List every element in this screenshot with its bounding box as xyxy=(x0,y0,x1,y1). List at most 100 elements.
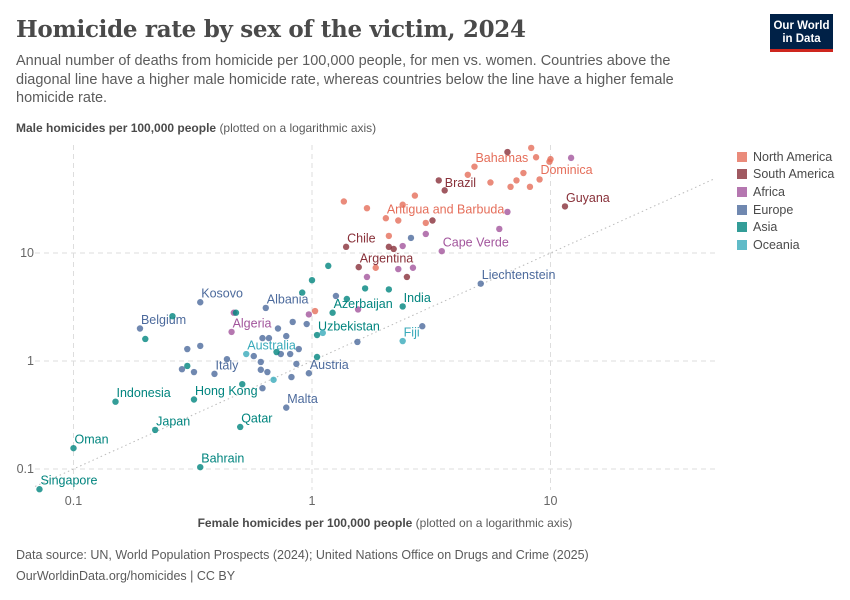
data-point[interactable] xyxy=(361,285,369,292)
data-point[interactable] xyxy=(36,486,43,493)
data-point[interactable] xyxy=(329,309,336,316)
data-point[interactable] xyxy=(567,154,575,162)
data-point[interactable] xyxy=(504,148,511,156)
data-point[interactable] xyxy=(422,230,429,238)
data-point[interactable] xyxy=(385,232,393,240)
data-point[interactable] xyxy=(528,144,535,152)
data-point[interactable] xyxy=(382,215,390,222)
data-point[interactable] xyxy=(385,286,393,293)
data-point[interactable] xyxy=(259,334,266,342)
data-point[interactable] xyxy=(311,307,319,315)
data-point[interactable] xyxy=(464,171,471,178)
data-point[interactable] xyxy=(211,370,218,378)
data-point[interactable] xyxy=(274,325,282,332)
legend-item[interactable]: Africa xyxy=(737,183,834,201)
data-point[interactable] xyxy=(340,198,348,205)
data-point[interactable] xyxy=(496,225,503,233)
data-point[interactable] xyxy=(354,306,362,313)
data-point[interactable] xyxy=(197,342,204,350)
data-point[interactable] xyxy=(299,289,306,296)
data-point[interactable] xyxy=(288,373,295,381)
data-point[interactable] xyxy=(250,352,257,360)
data-point[interactable] xyxy=(243,350,250,358)
data-point[interactable] xyxy=(169,312,176,320)
data-point[interactable] xyxy=(399,201,406,208)
legend-item[interactable]: South America xyxy=(737,166,834,184)
data-point[interactable] xyxy=(259,384,266,392)
data-point[interactable] xyxy=(308,276,316,284)
data-point[interactable] xyxy=(441,187,448,194)
data-point[interactable] xyxy=(363,273,371,281)
data-point[interactable] xyxy=(561,203,569,210)
data-point[interactable] xyxy=(409,264,417,271)
data-point[interactable] xyxy=(372,264,379,271)
data-point[interactable] xyxy=(190,396,198,403)
data-point[interactable] xyxy=(342,243,350,251)
data-point[interactable] xyxy=(343,295,351,303)
data-point[interactable] xyxy=(504,208,511,216)
data-point[interactable] xyxy=(228,328,235,336)
data-point[interactable] xyxy=(70,444,77,452)
data-point[interactable] xyxy=(536,176,543,183)
data-point[interactable] xyxy=(399,337,406,345)
data-point[interactable] xyxy=(262,304,269,312)
data-point[interactable] xyxy=(325,262,332,270)
data-point[interactable] xyxy=(477,280,484,287)
data-point[interactable] xyxy=(264,368,271,376)
data-point[interactable] xyxy=(438,247,445,255)
data-point[interactable] xyxy=(283,332,290,340)
data-point[interactable] xyxy=(273,348,280,356)
data-point[interactable] xyxy=(507,183,514,191)
data-point[interactable] xyxy=(190,368,198,376)
data-point[interactable] xyxy=(303,320,310,328)
data-point[interactable] xyxy=(237,423,244,431)
legend-item[interactable]: North America xyxy=(737,148,834,166)
data-point[interactable] xyxy=(355,263,362,271)
data-point[interactable] xyxy=(435,177,442,184)
data-point[interactable] xyxy=(532,154,540,161)
data-point[interactable] xyxy=(197,463,204,471)
footer-link[interactable]: OurWorldinData.org/homicides | CC BY xyxy=(16,569,236,583)
data-point[interactable] xyxy=(385,243,393,251)
data-point[interactable] xyxy=(395,265,402,273)
data-point[interactable] xyxy=(270,376,277,383)
data-point[interactable] xyxy=(305,370,313,377)
data-point[interactable] xyxy=(295,345,302,353)
data-point[interactable] xyxy=(232,309,240,316)
data-point[interactable] xyxy=(403,273,411,281)
data-point[interactable] xyxy=(526,183,534,191)
data-point[interactable] xyxy=(513,177,520,184)
data-point[interactable] xyxy=(289,318,296,326)
data-point[interactable] xyxy=(112,398,119,405)
data-point[interactable] xyxy=(184,362,191,370)
data-point[interactable] xyxy=(390,245,397,253)
data-point[interactable] xyxy=(354,338,361,346)
data-point[interactable] xyxy=(283,404,290,411)
legend-item[interactable]: Asia xyxy=(737,218,834,236)
legend-item[interactable]: Europe xyxy=(737,201,834,219)
data-point[interactable] xyxy=(429,217,436,224)
data-point[interactable] xyxy=(363,204,371,212)
data-point[interactable] xyxy=(547,155,554,163)
data-point[interactable] xyxy=(178,365,186,373)
data-point[interactable] xyxy=(293,360,300,368)
data-point[interactable] xyxy=(257,358,265,366)
data-point[interactable] xyxy=(313,331,321,339)
data-point[interactable] xyxy=(399,303,406,310)
data-point[interactable] xyxy=(411,192,419,199)
data-point[interactable] xyxy=(142,335,149,343)
data-point[interactable] xyxy=(520,169,527,177)
data-point[interactable] xyxy=(184,345,191,353)
data-point[interactable] xyxy=(319,329,327,337)
data-point[interactable] xyxy=(257,366,265,373)
data-point[interactable] xyxy=(399,242,406,250)
data-point[interactable] xyxy=(332,292,340,300)
data-point[interactable] xyxy=(422,219,429,227)
data-point[interactable] xyxy=(419,323,426,330)
data-point[interactable] xyxy=(487,179,494,186)
data-point[interactable] xyxy=(239,380,246,388)
data-point[interactable] xyxy=(197,299,204,306)
data-point[interactable] xyxy=(471,163,478,170)
legend-item[interactable]: Oceania xyxy=(737,236,834,254)
owid-logo[interactable]: Our World in Data xyxy=(770,14,833,52)
